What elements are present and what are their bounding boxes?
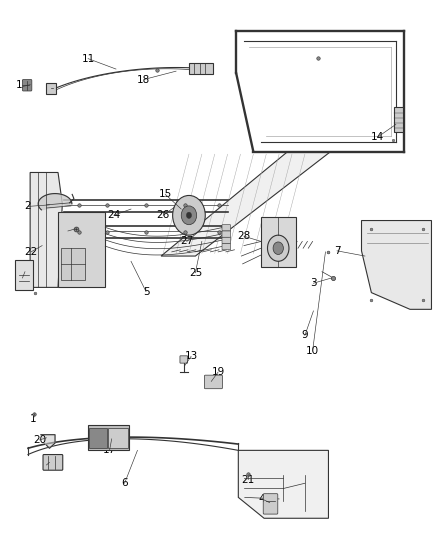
FancyBboxPatch shape xyxy=(180,356,187,363)
FancyBboxPatch shape xyxy=(89,429,106,448)
Text: 25: 25 xyxy=(189,268,202,278)
Circle shape xyxy=(173,196,205,235)
Text: 8: 8 xyxy=(43,460,50,470)
FancyBboxPatch shape xyxy=(189,63,212,74)
Polygon shape xyxy=(30,173,62,287)
Circle shape xyxy=(187,212,191,219)
Text: 28: 28 xyxy=(237,231,251,241)
FancyBboxPatch shape xyxy=(58,212,105,287)
FancyBboxPatch shape xyxy=(222,225,230,231)
Text: 1: 1 xyxy=(30,414,37,424)
FancyBboxPatch shape xyxy=(205,375,223,389)
FancyBboxPatch shape xyxy=(222,237,230,244)
Text: 15: 15 xyxy=(159,189,172,199)
Text: 6: 6 xyxy=(121,478,128,488)
Text: 18: 18 xyxy=(137,75,151,85)
Text: 10: 10 xyxy=(306,346,319,356)
Circle shape xyxy=(268,235,289,261)
FancyBboxPatch shape xyxy=(108,429,127,448)
Circle shape xyxy=(273,242,283,254)
Text: 5: 5 xyxy=(143,287,149,296)
FancyBboxPatch shape xyxy=(43,455,63,470)
FancyBboxPatch shape xyxy=(61,248,85,280)
Circle shape xyxy=(181,206,197,225)
FancyBboxPatch shape xyxy=(222,231,230,237)
Text: 22: 22 xyxy=(25,247,38,257)
Text: 20: 20 xyxy=(33,435,46,445)
Text: 7: 7 xyxy=(334,246,340,256)
Polygon shape xyxy=(38,193,72,210)
Text: 17: 17 xyxy=(103,446,116,455)
Text: 2: 2 xyxy=(25,201,31,212)
Text: 27: 27 xyxy=(180,237,194,246)
Text: 19: 19 xyxy=(212,367,225,377)
FancyBboxPatch shape xyxy=(222,244,230,250)
Text: 9: 9 xyxy=(301,330,308,341)
FancyBboxPatch shape xyxy=(15,260,33,290)
Text: 12: 12 xyxy=(16,80,29,90)
Text: 26: 26 xyxy=(156,211,170,220)
Text: 16: 16 xyxy=(61,226,74,236)
Text: 29: 29 xyxy=(16,273,29,283)
FancyBboxPatch shape xyxy=(88,425,129,450)
FancyBboxPatch shape xyxy=(394,107,403,132)
FancyBboxPatch shape xyxy=(263,494,278,514)
Text: 4: 4 xyxy=(258,494,265,504)
Polygon shape xyxy=(361,221,431,309)
Polygon shape xyxy=(161,151,331,256)
Text: 24: 24 xyxy=(107,211,120,220)
FancyBboxPatch shape xyxy=(46,83,56,94)
FancyBboxPatch shape xyxy=(261,217,296,266)
Text: 13: 13 xyxy=(184,351,198,361)
Text: 3: 3 xyxy=(310,278,317,288)
Polygon shape xyxy=(41,435,55,448)
FancyBboxPatch shape xyxy=(22,79,32,91)
Text: 11: 11 xyxy=(81,54,95,63)
Polygon shape xyxy=(238,450,328,518)
Text: 21: 21 xyxy=(242,474,255,484)
Text: 14: 14 xyxy=(371,132,385,142)
